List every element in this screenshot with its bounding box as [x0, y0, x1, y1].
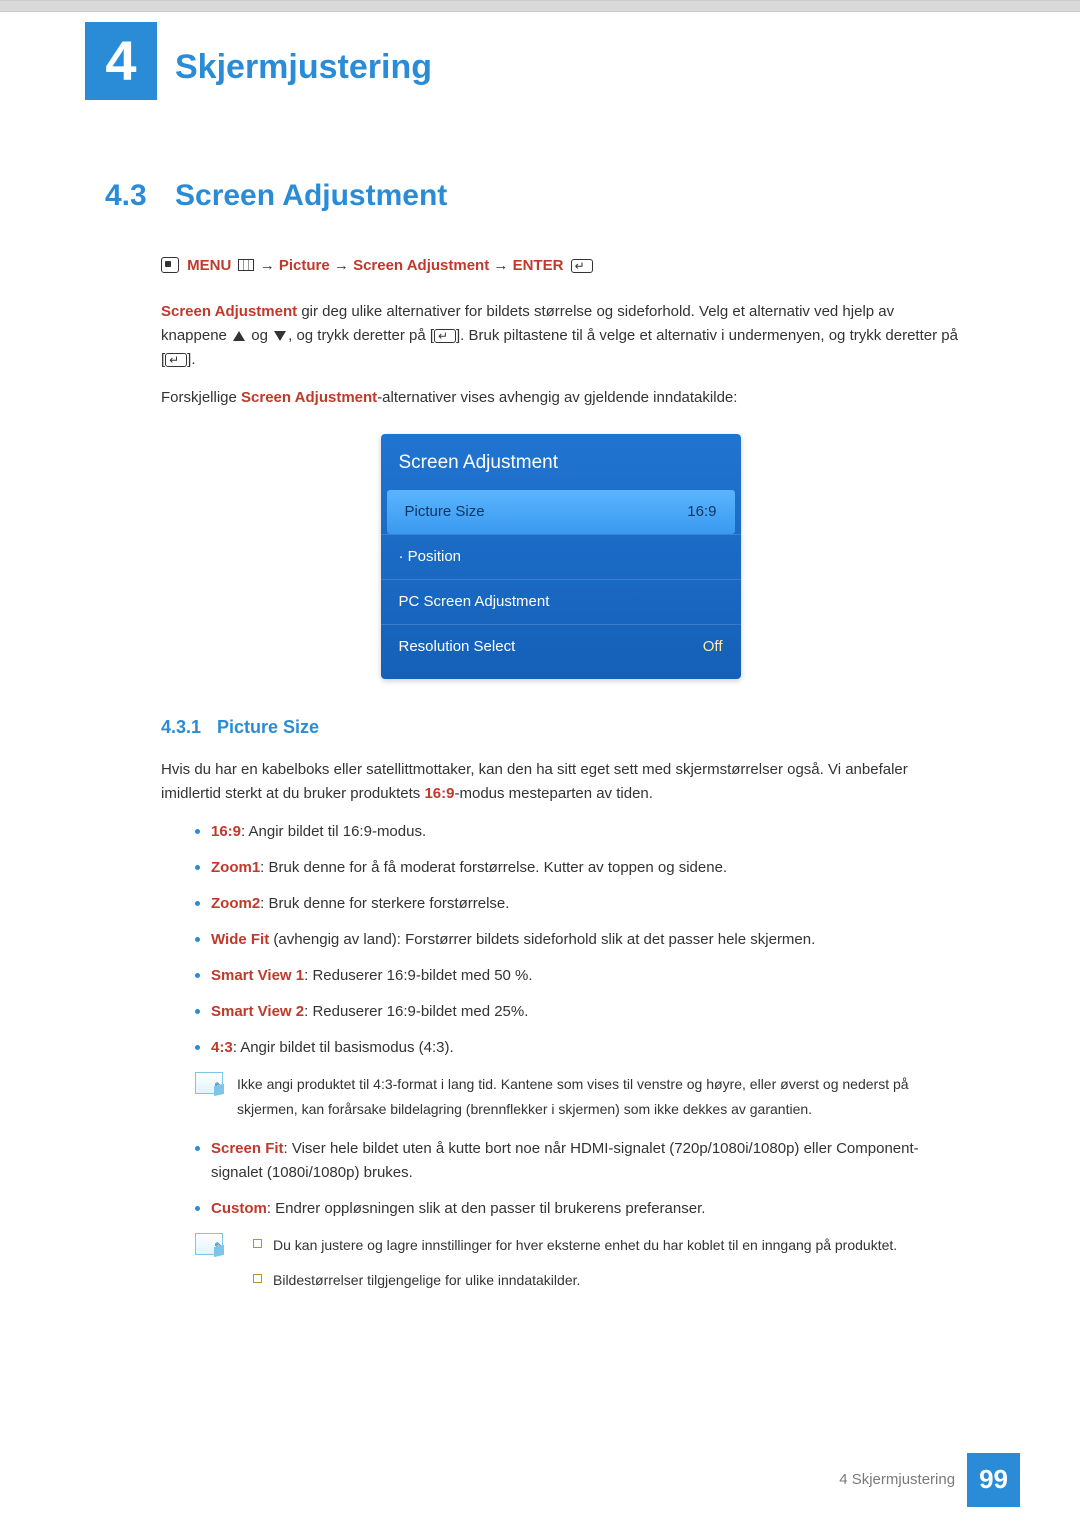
note-icon	[195, 1233, 223, 1255]
top-border	[0, 0, 1080, 12]
page-content: 4.3 Screen Adjustment MENU → Picture → S…	[0, 112, 1080, 1303]
inline-enter-icon-2	[165, 353, 187, 367]
nav-screen-adj: Screen Adjustment	[353, 257, 489, 274]
arrow-down-icon	[274, 331, 286, 341]
item-kw: Custom	[211, 1200, 267, 1217]
item-kw: Zoom1	[211, 859, 260, 876]
page-number: 99	[967, 1453, 1020, 1507]
sublist-item: Bildestørrelser tilgjengelige for ulike …	[253, 1268, 960, 1293]
list-item: 4:3: Angir bildet til basismodus (4:3).	[195, 1036, 960, 1060]
item-text: : Bruk denne for sterkere forstørrelse.	[260, 895, 509, 912]
list-item: Screen Fit: Viser hele bildet uten å kut…	[195, 1137, 960, 1185]
page-footer: 4 Skjermjustering 99	[839, 1453, 1020, 1507]
intro-kw-1: Screen Adjustment	[161, 303, 297, 320]
osd-value: Off	[703, 635, 723, 659]
osd-row-picture-size[interactable]: Picture Size 16:9	[387, 490, 735, 534]
nav-menu: MENU	[187, 257, 231, 274]
nav-arrow-3: →	[493, 257, 512, 274]
osd-title: Screen Adjustment	[381, 434, 741, 490]
intro-text-1c: , og trykk deretter på [	[288, 327, 434, 344]
item-kw: Smart View 1	[211, 967, 304, 984]
list-item: Zoom2: Bruk denne for sterkere forstørre…	[195, 892, 960, 916]
item-kw: Smart View 2	[211, 1003, 304, 1020]
intro2-kw: Screen Adjustment	[241, 389, 377, 406]
item-text: : Angir bildet til 16:9-modus.	[241, 823, 426, 840]
note-icon	[195, 1072, 223, 1094]
list-item: Smart View 1: Reduserer 16:9-bildet med …	[195, 964, 960, 988]
inline-enter-icon-1	[434, 329, 456, 343]
sublist-item: Du kan justere og lagre innstillinger fo…	[253, 1233, 960, 1258]
list-item: Zoom1: Bruk denne for å få moderat forst…	[195, 856, 960, 880]
item-text: : Bruk denne for å få moderat forstørrel…	[260, 859, 727, 876]
item-text: : Reduserer 16:9-bildet med 50 %.	[304, 967, 532, 984]
item-text: : Reduserer 16:9-bildet med 25%.	[304, 1003, 528, 1020]
intro-text-1b: og	[247, 327, 272, 344]
subsection-title: Picture Size	[217, 713, 319, 742]
nav-arrow-2: →	[334, 257, 353, 274]
picture-size-intro: Hvis du har en kabelboks eller satellitt…	[161, 758, 960, 806]
chapter-title: Skjermjustering	[175, 40, 432, 112]
intro2-rest: -alternativer vises avhengig av gjeldend…	[377, 389, 737, 406]
osd-row-resolution[interactable]: Resolution Select Off	[381, 624, 741, 669]
nav-picture: Picture	[279, 257, 330, 274]
nav-enter: ENTER	[513, 257, 564, 274]
item-kw: 16:9	[211, 823, 241, 840]
list-item: Smart View 2: Reduserer 16:9-bildet med …	[195, 1000, 960, 1024]
ps-intro-kw: 16:9	[424, 785, 454, 802]
item-kw: Screen Fit	[211, 1140, 284, 1157]
menu-grid-icon	[238, 259, 254, 271]
item-text: (avhengig av land): Forstørrer bildets s…	[269, 931, 815, 948]
item-text: : Viser hele bildet uten å kutte bort no…	[211, 1140, 919, 1181]
intro-paragraph-2: Forskjellige Screen Adjustment-alternati…	[161, 386, 960, 410]
osd-panel: Screen Adjustment Picture Size 16:9 · Po…	[381, 434, 741, 679]
note-box-1: Ikke angi produktet til 4:3-format i lan…	[195, 1072, 960, 1122]
section-heading: 4.3 Screen Adjustment	[105, 172, 960, 220]
osd-label: Resolution Select	[399, 635, 516, 659]
item-kw: 4:3	[211, 1039, 233, 1056]
enter-icon	[571, 259, 593, 273]
note-box-2: Du kan justere og lagre innstillinger fo…	[195, 1233, 960, 1303]
subsection-number: 4.3.1	[161, 713, 217, 742]
chapter-number-tab: 4	[85, 22, 157, 100]
item-text: : Endrer oppløsningen slik at den passer…	[267, 1200, 706, 1217]
osd-value: 16:9	[687, 500, 716, 524]
osd-label: PC Screen Adjustment	[399, 590, 550, 614]
intro2-pre: Forskjellige	[161, 389, 241, 406]
list-item: Custom: Endrer oppløsningen slik at den …	[195, 1197, 960, 1221]
osd-row-position[interactable]: · Position	[381, 534, 741, 579]
picture-size-list-2: Screen Fit: Viser hele bildet uten å kut…	[161, 1137, 960, 1221]
item-kw: Wide Fit	[211, 931, 269, 948]
note-text-1: Ikke angi produktet til 4:3-format i lan…	[237, 1072, 960, 1122]
list-item: 16:9: Angir bildet til 16:9-modus.	[195, 820, 960, 844]
intro-paragraph-1: Screen Adjustment gir deg ulike alternat…	[161, 300, 960, 372]
footer-label: 4 Skjermjustering	[839, 1468, 955, 1492]
intro-text-1e: ].	[187, 351, 195, 368]
osd-label: Picture Size	[405, 500, 485, 524]
picture-size-list: 16:9: Angir bildet til 16:9-modus. Zoom1…	[161, 820, 960, 1060]
subsection-heading: 4.3.1 Picture Size	[161, 713, 960, 742]
menu-path: MENU → Picture → Screen Adjustment → ENT…	[161, 254, 960, 278]
arrow-up-icon	[233, 331, 245, 341]
item-kw: Zoom2	[211, 895, 260, 912]
item-text: : Angir bildet til basismodus (4:3).	[233, 1039, 454, 1056]
note-sublist: Du kan justere og lagre innstillinger fo…	[237, 1233, 960, 1303]
osd-row-pc-screen[interactable]: PC Screen Adjustment	[381, 579, 741, 624]
nav-arrow-1: →	[260, 257, 279, 274]
list-item: Wide Fit (avhengig av land): Forstørrer …	[195, 928, 960, 952]
section-number: 4.3	[105, 172, 175, 220]
chapter-header: 4 Skjermjustering	[0, 12, 1080, 112]
ps-intro-post: -modus mesteparten av tiden.	[454, 785, 652, 802]
remote-icon	[161, 257, 179, 273]
section-title: Screen Adjustment	[175, 172, 447, 220]
osd-label: · Position	[399, 545, 462, 569]
